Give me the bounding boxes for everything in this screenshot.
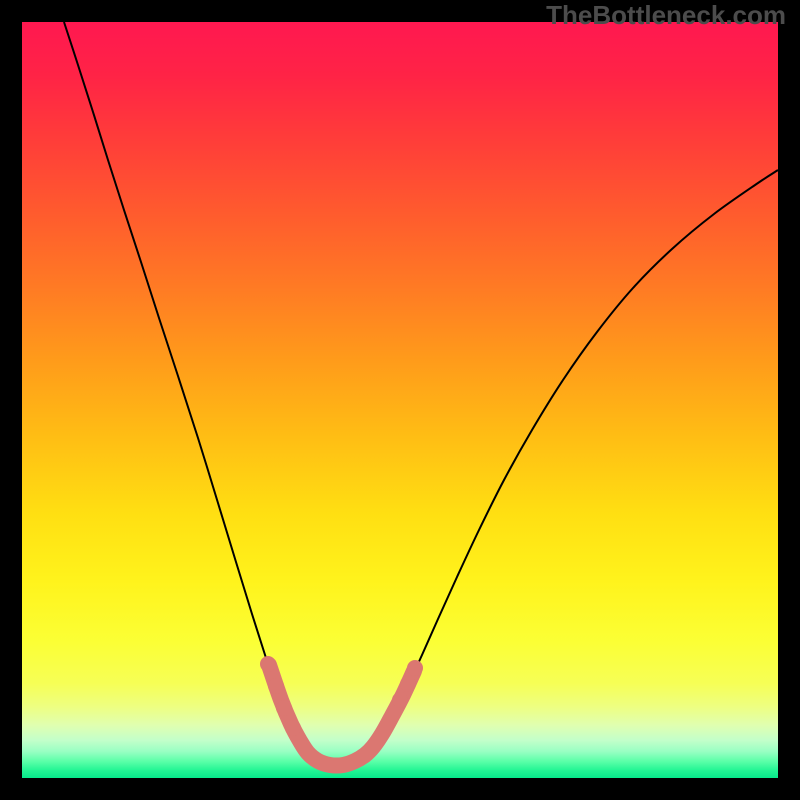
watermark-text: TheBottleneck.com [546,0,786,31]
optimum-highlight-dot [407,660,423,676]
optimum-highlight-dot [268,678,284,694]
optimum-highlight-segment [269,665,414,766]
optimum-highlight-dot [392,692,408,708]
bottleneck-curve [64,22,778,766]
curve-overlay-svg [0,0,800,800]
optimum-highlight-dot [400,676,416,692]
optimum-highlight-dot [260,656,276,672]
optimum-highlight [260,656,423,766]
chart-stage: TheBottleneck.com [0,0,800,800]
optimum-highlight-dot [276,700,292,716]
optimum-highlight-dot [285,720,301,736]
